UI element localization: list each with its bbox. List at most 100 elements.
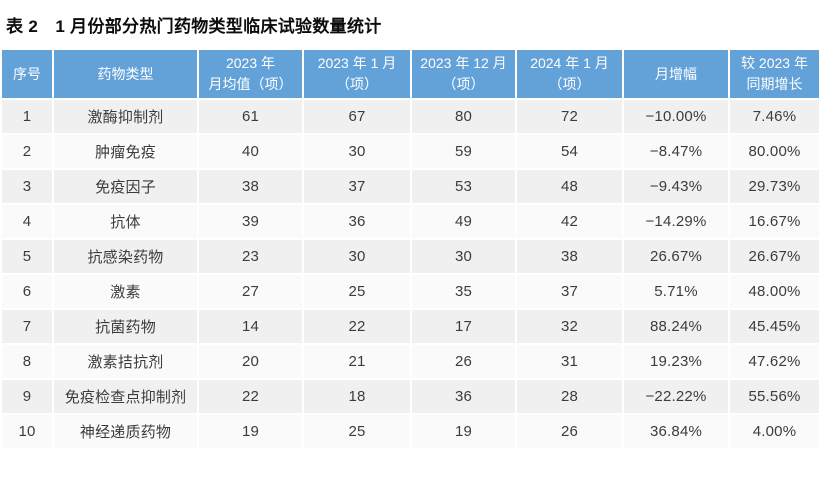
cell-drug-type: 神经递质药物 (54, 415, 197, 448)
table-row: 10 神经递质药物 19 25 19 26 36.84% 4.00% (2, 415, 819, 448)
cell-2024-jan: 31 (517, 345, 622, 378)
col-header-month-growth: 月增幅 (624, 50, 728, 98)
cell-2023-jan: 30 (304, 135, 410, 168)
table-row: 5 抗感染药物 23 30 30 38 26.67% 26.67% (2, 240, 819, 273)
col-header-drug-type: 药物类型 (54, 50, 197, 98)
cell-2023-monthly-avg: 40 (199, 135, 302, 168)
cell-2023-jan: 67 (304, 100, 410, 133)
cell-drug-type: 抗感染药物 (54, 240, 197, 273)
cell-month-growth: −8.47% (624, 135, 728, 168)
col-header-yoy-growth: 较 2023 年 同期增长 (730, 50, 819, 98)
cell-serial: 9 (2, 380, 52, 413)
cell-2023-monthly-avg: 27 (199, 275, 302, 308)
table-row: 2 肿瘤免疫 40 30 59 54 −8.47% 80.00% (2, 135, 819, 168)
cell-2024-jan: 26 (517, 415, 622, 448)
cell-drug-type: 抗体 (54, 205, 197, 238)
table-row: 8 激素拮抗剂 20 21 26 31 19.23% 47.62% (2, 345, 819, 378)
cell-2024-jan: 37 (517, 275, 622, 308)
cell-yoy-growth: 16.67% (730, 205, 819, 238)
cell-month-growth: −22.22% (624, 380, 728, 413)
cell-drug-type: 免疫因子 (54, 170, 197, 203)
cell-month-growth: −9.43% (624, 170, 728, 203)
cell-2023-monthly-avg: 20 (199, 345, 302, 378)
cell-2023-dec: 59 (412, 135, 515, 168)
cell-2024-jan: 38 (517, 240, 622, 273)
cell-yoy-growth: 29.73% (730, 170, 819, 203)
cell-2023-monthly-avg: 14 (199, 310, 302, 343)
cell-serial: 1 (2, 100, 52, 133)
table-header-row: 序号 药物类型 2023 年 月均值（项） 2023 年 1 月 （项） 202… (2, 50, 819, 98)
cell-serial: 5 (2, 240, 52, 273)
cell-2023-dec: 30 (412, 240, 515, 273)
cell-yoy-growth: 80.00% (730, 135, 819, 168)
table-row: 7 抗菌药物 14 22 17 32 88.24% 45.45% (2, 310, 819, 343)
cell-2023-jan: 22 (304, 310, 410, 343)
cell-2023-monthly-avg: 23 (199, 240, 302, 273)
cell-2024-jan: 28 (517, 380, 622, 413)
cell-2023-jan: 36 (304, 205, 410, 238)
cell-drug-type: 肿瘤免疫 (54, 135, 197, 168)
cell-yoy-growth: 4.00% (730, 415, 819, 448)
cell-2024-jan: 32 (517, 310, 622, 343)
cell-2023-dec: 17 (412, 310, 515, 343)
cell-yoy-growth: 48.00% (730, 275, 819, 308)
cell-2023-monthly-avg: 38 (199, 170, 302, 203)
cell-2023-monthly-avg: 19 (199, 415, 302, 448)
cell-month-growth: 88.24% (624, 310, 728, 343)
cell-month-growth: 26.67% (624, 240, 728, 273)
cell-drug-type: 抗菌药物 (54, 310, 197, 343)
table-row: 6 激素 27 25 35 37 5.71% 48.00% (2, 275, 819, 308)
table-row: 9 免疫检查点抑制剂 22 18 36 28 −22.22% 55.56% (2, 380, 819, 413)
cell-2023-jan: 25 (304, 415, 410, 448)
cell-2024-jan: 54 (517, 135, 622, 168)
cell-yoy-growth: 45.45% (730, 310, 819, 343)
cell-month-growth: −14.29% (624, 205, 728, 238)
cell-drug-type: 免疫检查点抑制剂 (54, 380, 197, 413)
cell-2023-jan: 37 (304, 170, 410, 203)
cell-2024-jan: 72 (517, 100, 622, 133)
cell-2023-monthly-avg: 61 (199, 100, 302, 133)
cell-serial: 10 (2, 415, 52, 448)
col-header-2023-jan: 2023 年 1 月 （项） (304, 50, 410, 98)
cell-serial: 2 (2, 135, 52, 168)
cell-serial: 8 (2, 345, 52, 378)
cell-drug-type: 激酶抑制剂 (54, 100, 197, 133)
col-header-2023-monthly-avg: 2023 年 月均值（项） (199, 50, 302, 98)
table-title: 表 2 1 月份部分热门药物类型临床试验数量统计 (6, 17, 382, 36)
col-header-serial: 序号 (2, 50, 52, 98)
col-header-2024-jan: 2024 年 1 月 （项） (517, 50, 622, 98)
cell-yoy-growth: 26.67% (730, 240, 819, 273)
cell-2023-dec: 53 (412, 170, 515, 203)
cell-2023-dec: 35 (412, 275, 515, 308)
cell-2023-monthly-avg: 22 (199, 380, 302, 413)
cell-yoy-growth: 47.62% (730, 345, 819, 378)
cell-serial: 6 (2, 275, 52, 308)
cell-2023-jan: 25 (304, 275, 410, 308)
clinical-trials-table: 序号 药物类型 2023 年 月均值（项） 2023 年 1 月 （项） 202… (0, 48, 821, 450)
cell-2023-jan: 21 (304, 345, 410, 378)
cell-serial: 7 (2, 310, 52, 343)
cell-month-growth: −10.00% (624, 100, 728, 133)
cell-month-growth: 36.84% (624, 415, 728, 448)
cell-serial: 3 (2, 170, 52, 203)
cell-2023-dec: 26 (412, 345, 515, 378)
cell-2023-monthly-avg: 39 (199, 205, 302, 238)
cell-2023-dec: 80 (412, 100, 515, 133)
cell-month-growth: 19.23% (624, 345, 728, 378)
col-header-2023-dec: 2023 年 12 月 （项） (412, 50, 515, 98)
cell-yoy-growth: 7.46% (730, 100, 819, 133)
cell-serial: 4 (2, 205, 52, 238)
cell-2024-jan: 42 (517, 205, 622, 238)
cell-drug-type: 激素拮抗剂 (54, 345, 197, 378)
table-row: 4 抗体 39 36 49 42 −14.29% 16.67% (2, 205, 819, 238)
cell-drug-type: 激素 (54, 275, 197, 308)
table-row: 1 激酶抑制剂 61 67 80 72 −10.00% 7.46% (2, 100, 819, 133)
cell-yoy-growth: 55.56% (730, 380, 819, 413)
cell-2023-dec: 36 (412, 380, 515, 413)
cell-2023-dec: 19 (412, 415, 515, 448)
cell-2023-dec: 49 (412, 205, 515, 238)
cell-month-growth: 5.71% (624, 275, 728, 308)
cell-2024-jan: 48 (517, 170, 622, 203)
cell-2023-jan: 18 (304, 380, 410, 413)
cell-2023-jan: 30 (304, 240, 410, 273)
